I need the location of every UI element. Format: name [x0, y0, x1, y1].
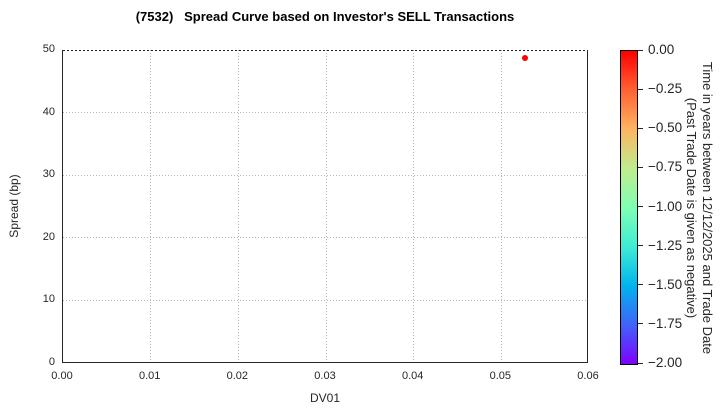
colorbar-tick — [638, 127, 643, 129]
x-axis-label: DV01 — [309, 391, 341, 405]
gridline-vertical — [237, 50, 239, 362]
top-spine — [63, 50, 587, 51]
x-tick-label: 0.01 — [138, 370, 161, 382]
chart-title: (7532) Spread Curve based on Investor's … — [135, 9, 515, 24]
y-axis-label: Spread (bp) — [7, 174, 21, 238]
colorbar-tick — [638, 245, 643, 247]
gridline-vertical — [500, 50, 502, 362]
colorbar-tick-label: −1.25 — [648, 237, 683, 253]
colorbar-tick-label: −0.75 — [648, 159, 683, 175]
gridline-vertical — [150, 50, 152, 362]
gridline-vertical — [413, 50, 415, 362]
colorbar-tick — [638, 166, 643, 168]
colorbar-tick-label: 0.00 — [648, 42, 675, 57]
colorbar-tick — [638, 206, 643, 207]
colorbar-label-line1: Time in years between 12/12/2025 and Tra… — [700, 61, 715, 355]
gridline-horizontal — [63, 299, 587, 301]
colorbar-axis-label: Time in years between 12/12/2025 and Tra… — [683, 62, 715, 354]
gridline-horizontal — [63, 237, 587, 239]
colorbar-tick-label: −0.25 — [648, 81, 683, 97]
x-tick-label: 0.03 — [314, 370, 336, 382]
y-tick-label: 40 — [42, 105, 55, 118]
colorbar-label-line2: (Past Trade Date is given as negative) — [684, 97, 699, 319]
y-tick-label: 0 — [48, 356, 55, 368]
y-tick-label: 50 — [42, 43, 55, 55]
colorbar-tick — [638, 88, 643, 90]
x-tick-label: 0.00 — [51, 370, 73, 382]
colorbar-tick — [638, 49, 643, 51]
colorbar-tick-label: −1.00 — [648, 198, 683, 214]
colorbar-tick-label: −0.50 — [648, 120, 683, 136]
data-point — [522, 54, 528, 61]
plot-area — [62, 50, 588, 363]
colorbar-tick-label: −1.75 — [648, 315, 683, 331]
colorbar-tick — [638, 284, 643, 286]
colorbar-tick — [638, 362, 643, 364]
colorbar-tick-label: −2.00 — [648, 355, 683, 370]
y-tick-label: 20 — [42, 230, 55, 243]
x-tick-label: 0.02 — [226, 370, 249, 382]
gridline-horizontal — [63, 112, 587, 114]
colorbar-tick — [638, 323, 643, 325]
x-tick-label: 0.04 — [401, 370, 424, 382]
x-tick-label: 0.05 — [489, 370, 512, 382]
colorbar — [620, 50, 638, 365]
gridline-vertical — [325, 50, 327, 362]
y-tick-label: 30 — [42, 168, 55, 181]
x-tick-label: 0.06 — [577, 370, 599, 382]
gridline-horizontal — [63, 174, 587, 176]
colorbar-tick-label: −1.50 — [648, 276, 683, 292]
y-tick-label: 10 — [42, 293, 55, 306]
